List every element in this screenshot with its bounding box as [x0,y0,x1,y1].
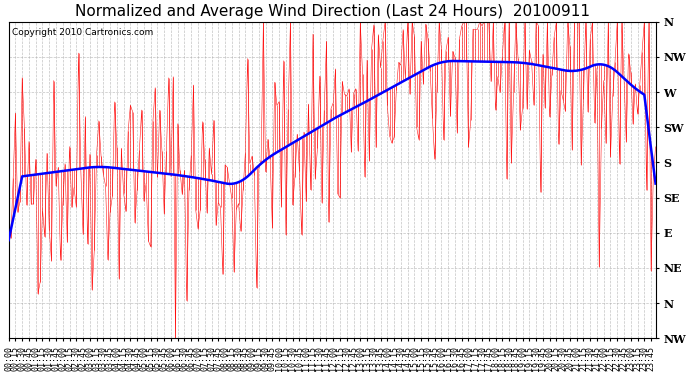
Title: Normalized and Average Wind Direction (Last 24 Hours)  20100911: Normalized and Average Wind Direction (L… [75,4,590,19]
Text: Copyright 2010 Cartronics.com: Copyright 2010 Cartronics.com [12,28,153,37]
